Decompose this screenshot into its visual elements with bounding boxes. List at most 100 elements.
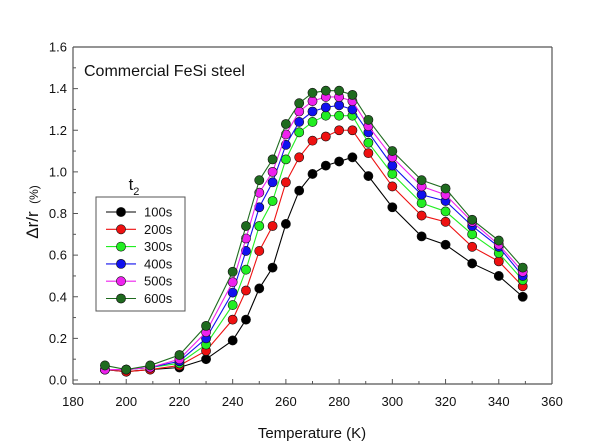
data-point bbox=[334, 100, 345, 111]
x-tick-label: 360 bbox=[541, 394, 563, 409]
data-point bbox=[387, 202, 398, 213]
legend-title-subscript: 2 bbox=[133, 186, 139, 198]
x-axis: 180 200 220 240 260 280 300 320 340 360 bbox=[62, 379, 563, 409]
data-point bbox=[493, 271, 504, 281]
x-tick-label: 180 bbox=[62, 394, 84, 409]
x-tick-label: 220 bbox=[169, 394, 191, 409]
x-tick-label: 280 bbox=[328, 394, 350, 409]
series-line bbox=[104, 115, 524, 371]
series-600s bbox=[100, 85, 528, 375]
data-point bbox=[440, 239, 451, 250]
legend-label: 400s bbox=[144, 256, 173, 271]
x-tick-label: 200 bbox=[115, 394, 137, 409]
data-point bbox=[467, 258, 478, 269]
data-point bbox=[294, 127, 305, 138]
data-point bbox=[517, 262, 528, 273]
data-point bbox=[267, 262, 278, 273]
y-tick-label: 0.4 bbox=[49, 289, 67, 304]
data-point bbox=[254, 221, 265, 231]
legend-marker bbox=[116, 276, 126, 287]
x-tick-label: 260 bbox=[275, 394, 297, 409]
legend-title: t2 bbox=[129, 175, 140, 198]
y-axis-label: Δr/r (%) bbox=[23, 185, 42, 239]
data-point bbox=[347, 125, 358, 136]
data-point bbox=[416, 189, 427, 200]
data-point bbox=[307, 117, 318, 127]
data-point bbox=[416, 198, 427, 208]
data-point bbox=[241, 233, 251, 244]
x-tick-label: 320 bbox=[435, 394, 457, 409]
data-point bbox=[517, 291, 528, 302]
y-tick-label: 0.0 bbox=[49, 373, 67, 388]
data-point bbox=[440, 216, 451, 227]
x-tick-label: 300 bbox=[381, 394, 403, 409]
data-point bbox=[416, 175, 427, 186]
legend-label: 500s bbox=[144, 274, 173, 289]
legend-label: 600s bbox=[144, 291, 173, 306]
series-line bbox=[104, 96, 524, 371]
legend-marker bbox=[116, 241, 126, 252]
data-point bbox=[320, 160, 331, 171]
data-point bbox=[294, 152, 305, 163]
y-axis-label-unit: (%) bbox=[27, 185, 41, 204]
data-point bbox=[440, 206, 451, 217]
legend-box bbox=[95, 196, 186, 312]
data-point bbox=[493, 235, 504, 246]
data-point bbox=[387, 160, 398, 171]
data-point bbox=[363, 114, 374, 125]
series-line bbox=[104, 156, 524, 373]
data-point bbox=[467, 214, 478, 225]
y-axis: 0.0 0.2 0.4 0.6 0.8 1.0 1.2 1.4 1.6 bbox=[49, 40, 78, 388]
data-point bbox=[227, 314, 238, 325]
x-tick-label: 240 bbox=[222, 394, 244, 409]
data-point bbox=[387, 169, 398, 179]
data-point bbox=[241, 246, 251, 256]
data-point bbox=[241, 264, 251, 275]
data-point bbox=[440, 183, 451, 194]
data-point bbox=[241, 221, 251, 231]
legend-label: 200s bbox=[144, 222, 173, 237]
data-point bbox=[267, 177, 278, 188]
data-point bbox=[254, 246, 265, 256]
x-axis-label: Temperature (K) bbox=[258, 425, 366, 442]
series-layer bbox=[100, 85, 528, 377]
data-point bbox=[201, 354, 211, 365]
data-point bbox=[280, 219, 291, 229]
legend-label: 100s bbox=[144, 205, 173, 220]
y-tick-label: 1.2 bbox=[49, 123, 67, 138]
data-point bbox=[227, 300, 238, 310]
data-point bbox=[334, 85, 345, 96]
data-point bbox=[294, 117, 305, 127]
chart-title: Commercial FeSi steel bbox=[84, 63, 245, 80]
data-point bbox=[307, 106, 318, 117]
data-point bbox=[363, 148, 374, 159]
data-point bbox=[334, 125, 345, 136]
data-point bbox=[307, 169, 318, 179]
legend-item: 400s bbox=[106, 256, 173, 271]
data-point bbox=[416, 210, 427, 221]
data-point bbox=[145, 360, 156, 371]
data-point bbox=[363, 137, 374, 148]
data-point bbox=[363, 171, 374, 181]
y-tick-label: 0.8 bbox=[49, 206, 67, 221]
data-point bbox=[320, 110, 331, 121]
legend-items: 100s 200s 300s 400s 500s 600s bbox=[106, 205, 173, 306]
data-point bbox=[254, 175, 265, 186]
data-point bbox=[493, 256, 504, 267]
data-point bbox=[280, 119, 291, 129]
data-point bbox=[267, 154, 278, 165]
data-point bbox=[307, 96, 318, 107]
data-point bbox=[416, 231, 427, 242]
data-point bbox=[307, 87, 318, 98]
data-point bbox=[280, 177, 291, 188]
data-point bbox=[254, 283, 265, 294]
legend-marker bbox=[116, 293, 126, 304]
data-point bbox=[387, 181, 398, 192]
series-100s bbox=[100, 152, 528, 377]
data-point bbox=[280, 154, 291, 165]
data-point bbox=[320, 131, 331, 142]
data-point bbox=[241, 285, 251, 296]
series-line bbox=[104, 90, 524, 371]
y-tick-label: 0.6 bbox=[49, 248, 67, 263]
